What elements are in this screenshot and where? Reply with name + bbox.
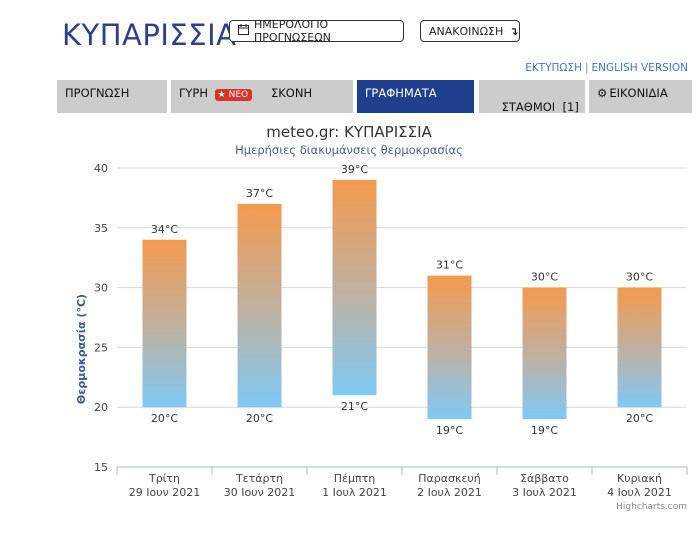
x-tick-day: Παρασκευή [418,472,481,485]
x-tick-date: 29 Ιουν 2021 [129,486,200,499]
y-tick-label: 40 [94,162,108,175]
main-tabs: ΠΡΟΓΝΩΣΗ ΓΥΡΗ ★ ΝΕΟ ΣΚΟΝΗ ΓΡΑΦΗΜΑΤΑ ΣΤΑΘ… [57,80,692,114]
forecast-calendar-label: ΗΜΕΡΟΛΟΓΙΟ ΠΡΟΓΝΩΣΕΩΝ [254,18,331,44]
english-version-link[interactable]: ENGLISH VERSION [591,62,688,74]
high-temp-label: 30°C [531,271,558,284]
tab-forecast-label: ΠΡΟΓΝΩΣΗ [65,86,130,100]
temperature-bar [427,275,472,420]
tab-stations-label: ΣΤΑΘΜΟΙ [1] [501,100,579,114]
temperature-bar [617,287,662,408]
low-temp-label: 20°C [626,412,653,425]
x-tick-day: Κυριακή [617,472,662,485]
chart-subtitle: Ημερήσιες διακυμάνσεις θερμοκρασίας [235,143,463,157]
star-icon: ★ [217,90,226,100]
x-tick-date: 30 Ιουν 2021 [224,486,295,499]
temperature-bar [237,203,282,408]
location-title: ΚΥΠΑΡΙΣΣΙΑ [62,18,237,52]
y-tick-label: 35 [94,222,108,235]
y-axis-title: Θερμοκρασία (°C) [75,294,88,404]
arrow-down-right-icon: ↴ [509,24,519,38]
tab-dust-label: ΣΚΟΝΗ [271,86,313,100]
temperature-bar [332,179,377,396]
x-tick-date: 4 Ιουλ 2021 [607,486,672,499]
tab-icons[interactable]: ⚙ ΕΙΚΟΝΙΔΙΑ [589,80,692,113]
x-tick-day: Τρίτη [148,472,180,485]
low-temp-label: 20°C [246,412,273,425]
high-temp-label: 31°C [436,259,463,272]
high-temp-label: 34°C [151,223,178,236]
calendar-icon [238,24,249,38]
x-tick-day: Σάββατο [520,472,569,485]
tab-graphs-label: ΓΡΑΦΗΜΑΤΑ [365,86,437,100]
low-temp-label: 19°C [436,424,463,437]
new-badge-label: ΝΕΟ [228,90,249,100]
tab-icons-label: ΕΙΚΟΝΙΔΙΑ [609,86,668,100]
tab-dust[interactable]: ΣΚΟΝΗ [263,80,353,113]
high-temp-label: 37°C [246,187,273,200]
y-tick-label: 20 [94,401,108,414]
low-temp-label: 20°C [151,412,178,425]
announcement-button[interactable]: ΑΝΑΚΟΙΝΩΣΗ ↴ [420,20,520,42]
low-temp-label: 21°C [341,400,368,413]
print-link[interactable]: ΕΚΤΥΠΩΣΗ [525,62,582,74]
link-separator: | [584,62,589,74]
tab-forecast[interactable]: ΠΡΟΓΝΩΣΗ [57,80,167,113]
tab-pollen-label: ΓΥΡΗ [179,86,209,100]
announcement-label: ΑΝΑΚΟΙΝΩΣΗ [429,24,504,38]
temperature-chart: meteo.gr: ΚΥΠΑΡΙΣΣΙΑ Ημερήσιες διακυμάνσ… [75,123,688,512]
y-tick-label: 30 [94,282,108,295]
temperature-bar [142,239,187,408]
new-badge: ★ ΝΕΟ [214,89,253,101]
y-tick-label: 25 [94,341,108,354]
highcharts-credits[interactable]: Highcharts.com [616,502,687,512]
gear-icon: ⚙ [597,86,608,100]
temperature-bar [522,287,567,420]
top-links: ΕΚΤΥΠΩΣΗ | ENGLISH VERSION [525,62,688,74]
high-temp-label: 39°C [341,163,368,176]
x-tick-date: 2 Ιουλ 2021 [417,486,482,499]
tab-stations[interactable]: ΣΤΑΘΜΟΙ [1] [479,80,585,114]
tab-graphs[interactable]: ΓΡΑΦΗΜΑΤΑ [357,80,474,113]
chart-title: meteo.gr: ΚΥΠΑΡΙΣΣΙΑ [266,123,432,141]
x-tick-day: Πέμπτη [334,472,375,485]
low-temp-label: 19°C [531,424,558,437]
tab-pollen[interactable]: ΓΥΡΗ ★ ΝΕΟ [171,80,265,113]
high-temp-label: 30°C [626,271,653,284]
forecast-calendar-button[interactable]: ΗΜΕΡΟΛΟΓΙΟ ΠΡΟΓΝΩΣΕΩΝ [229,18,404,44]
x-tick-date: 1 Ιουλ 2021 [322,486,387,499]
x-tick-date: 3 Ιουλ 2021 [512,486,577,499]
y-tick-label: 15 [94,461,108,474]
x-tick-day: Τετάρτη [235,472,283,485]
